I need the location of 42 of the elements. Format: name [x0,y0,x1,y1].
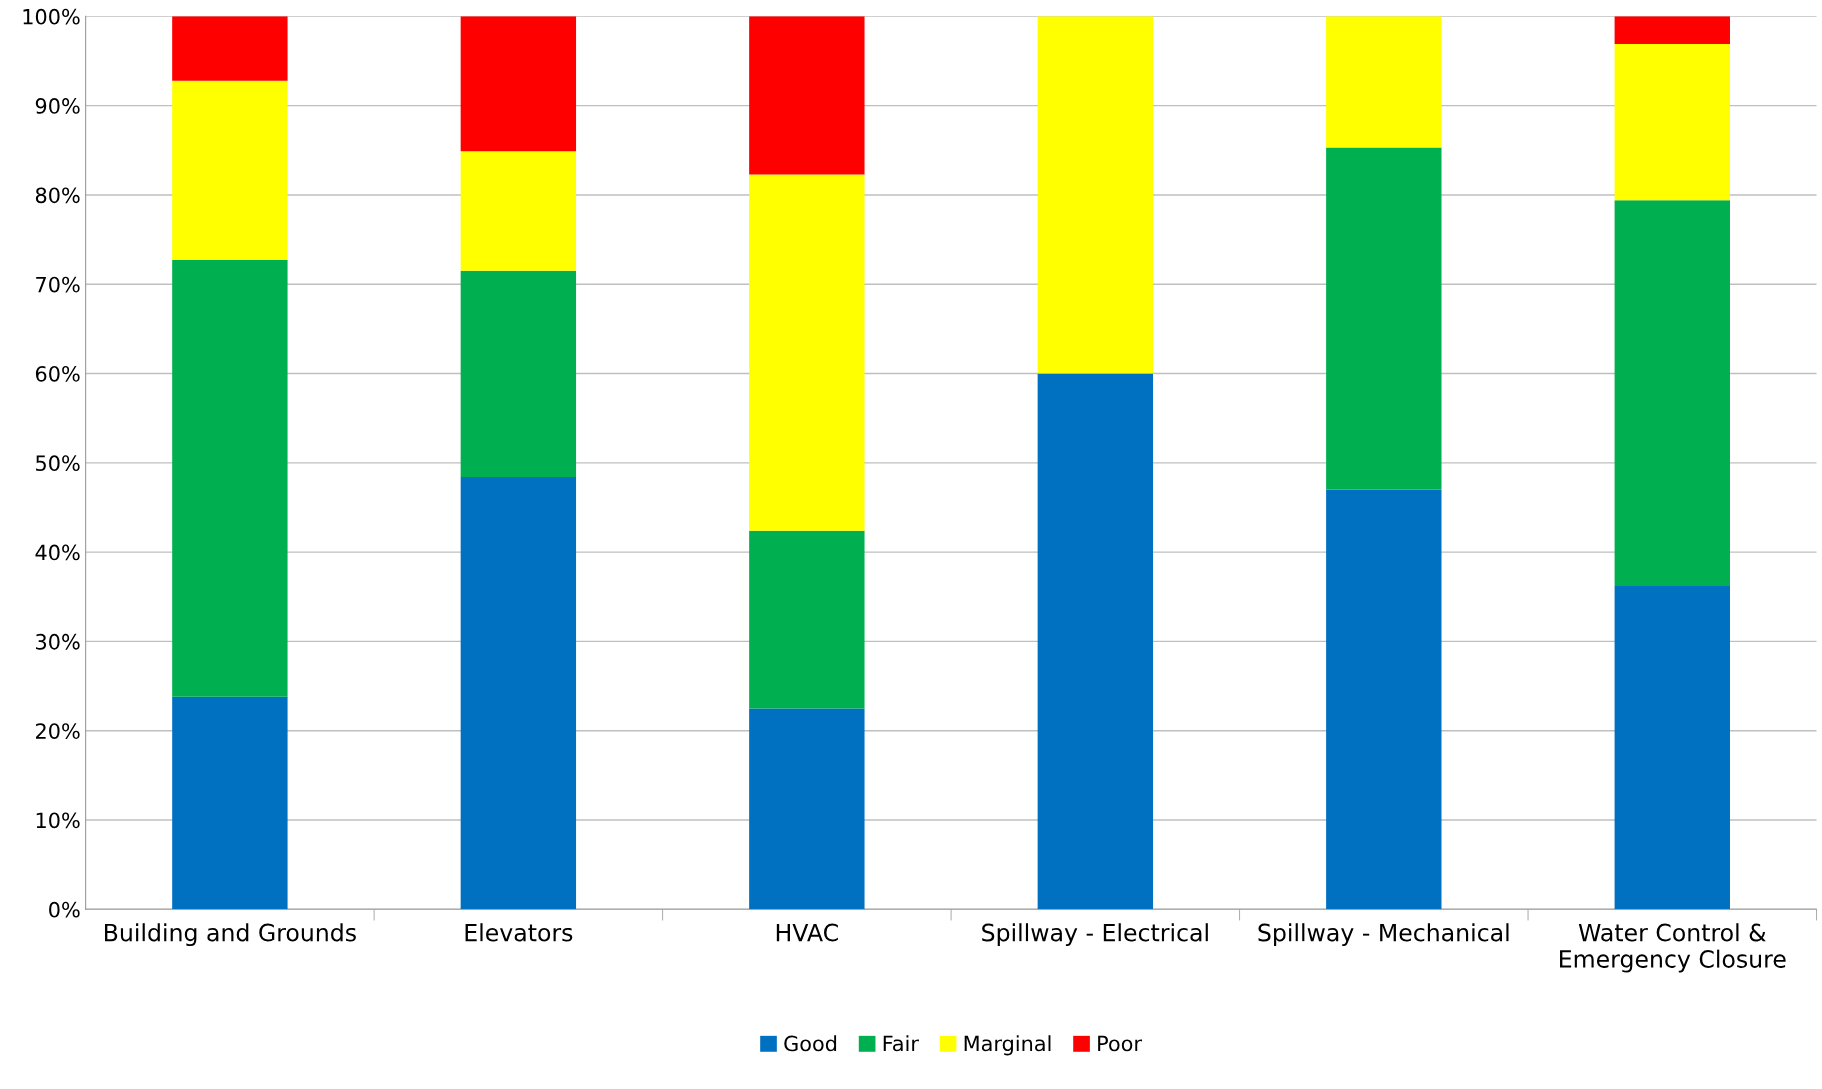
y-tick-label: 50% [36,455,80,472]
y-tick-label: 0% [49,901,80,918]
bar [172,80,288,261]
y-tick-label: 10% [36,812,80,829]
legend-label: Fair [883,1035,919,1052]
x-tick-label: Spillway - Mechanical [1258,923,1509,947]
bar [749,530,865,709]
bar [1614,586,1730,910]
bar [1614,200,1730,587]
bar [749,174,865,531]
bar [460,16,577,152]
bar [172,696,288,910]
bar [1326,147,1442,490]
bar [1326,489,1442,910]
y-tick-label: 30% [36,633,80,650]
x-tick-label: Water Control & Emergency Closure [1560,923,1786,973]
y-tick-label: 90% [35,98,80,114]
bar [749,16,865,175]
bar [1326,16,1442,148]
y-tick-label: 80% [35,187,80,204]
x-tick-label: Building and Grounds [105,923,356,947]
x-tick-label: HVAC [776,923,838,942]
bar [460,477,577,910]
bar [1037,16,1154,374]
legend-label: Poor [1098,1035,1142,1052]
y-tick-label: 100% [23,8,80,25]
bar [1614,44,1730,201]
legend-label: Good [784,1035,837,1052]
bar [1037,373,1154,910]
bar [172,16,288,81]
bar [749,708,865,910]
bar [460,151,577,271]
y-tick-label: 20% [35,723,80,739]
x-tick-label: Elevators [465,923,573,942]
bar [1614,16,1730,45]
bar [172,260,288,697]
y-tick-label: 60% [35,365,80,382]
x-tick-label: Spillway - Electrical [982,923,1208,947]
bar [460,270,577,478]
legend-label: Marginal [964,1035,1051,1056]
y-tick-label: 40% [35,544,80,561]
y-tick-label: 70% [36,276,80,293]
